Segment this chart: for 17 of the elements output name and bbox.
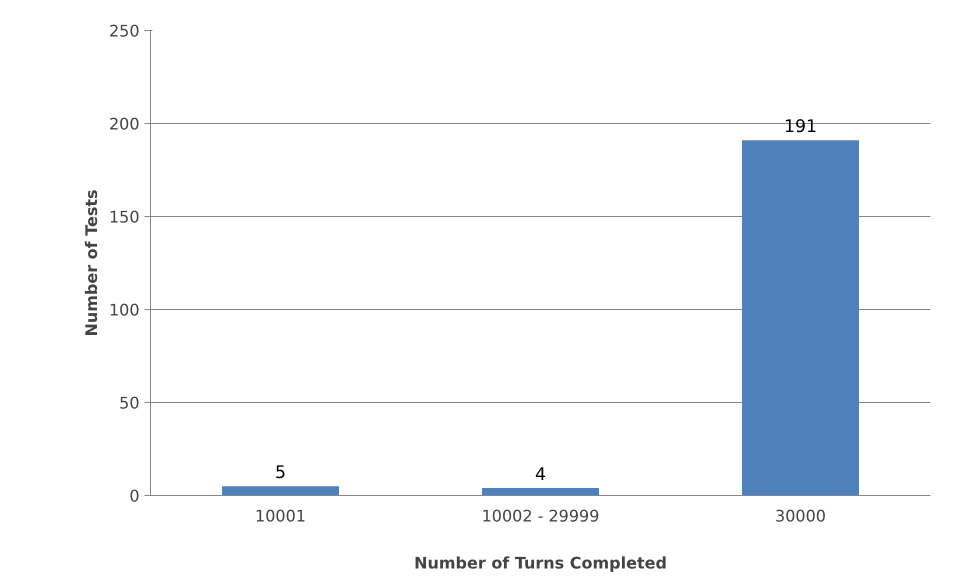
bar xyxy=(222,486,339,496)
data-label: 191 xyxy=(784,117,818,138)
y-tick-label: 150 xyxy=(108,208,140,226)
y-tick-label: 200 xyxy=(108,114,140,134)
y-tick-label: 250 xyxy=(108,22,140,40)
x-tick-label: 10001 xyxy=(255,506,306,526)
y-axis-title: Number of Tests xyxy=(82,189,101,337)
x-tick-label: 10002 - 29999 xyxy=(482,506,600,526)
bar xyxy=(482,488,599,496)
data-label: 5 xyxy=(274,463,286,484)
y-tick-label: 100 xyxy=(108,300,140,320)
y-tick-label: 0 xyxy=(129,486,140,506)
x-axis-title: Number of Turns Completed xyxy=(414,554,667,572)
x-tick-label: 30000 xyxy=(775,506,826,526)
bar xyxy=(742,140,859,496)
data-label: 4 xyxy=(534,465,546,486)
y-tick-label: 50 xyxy=(119,394,140,412)
